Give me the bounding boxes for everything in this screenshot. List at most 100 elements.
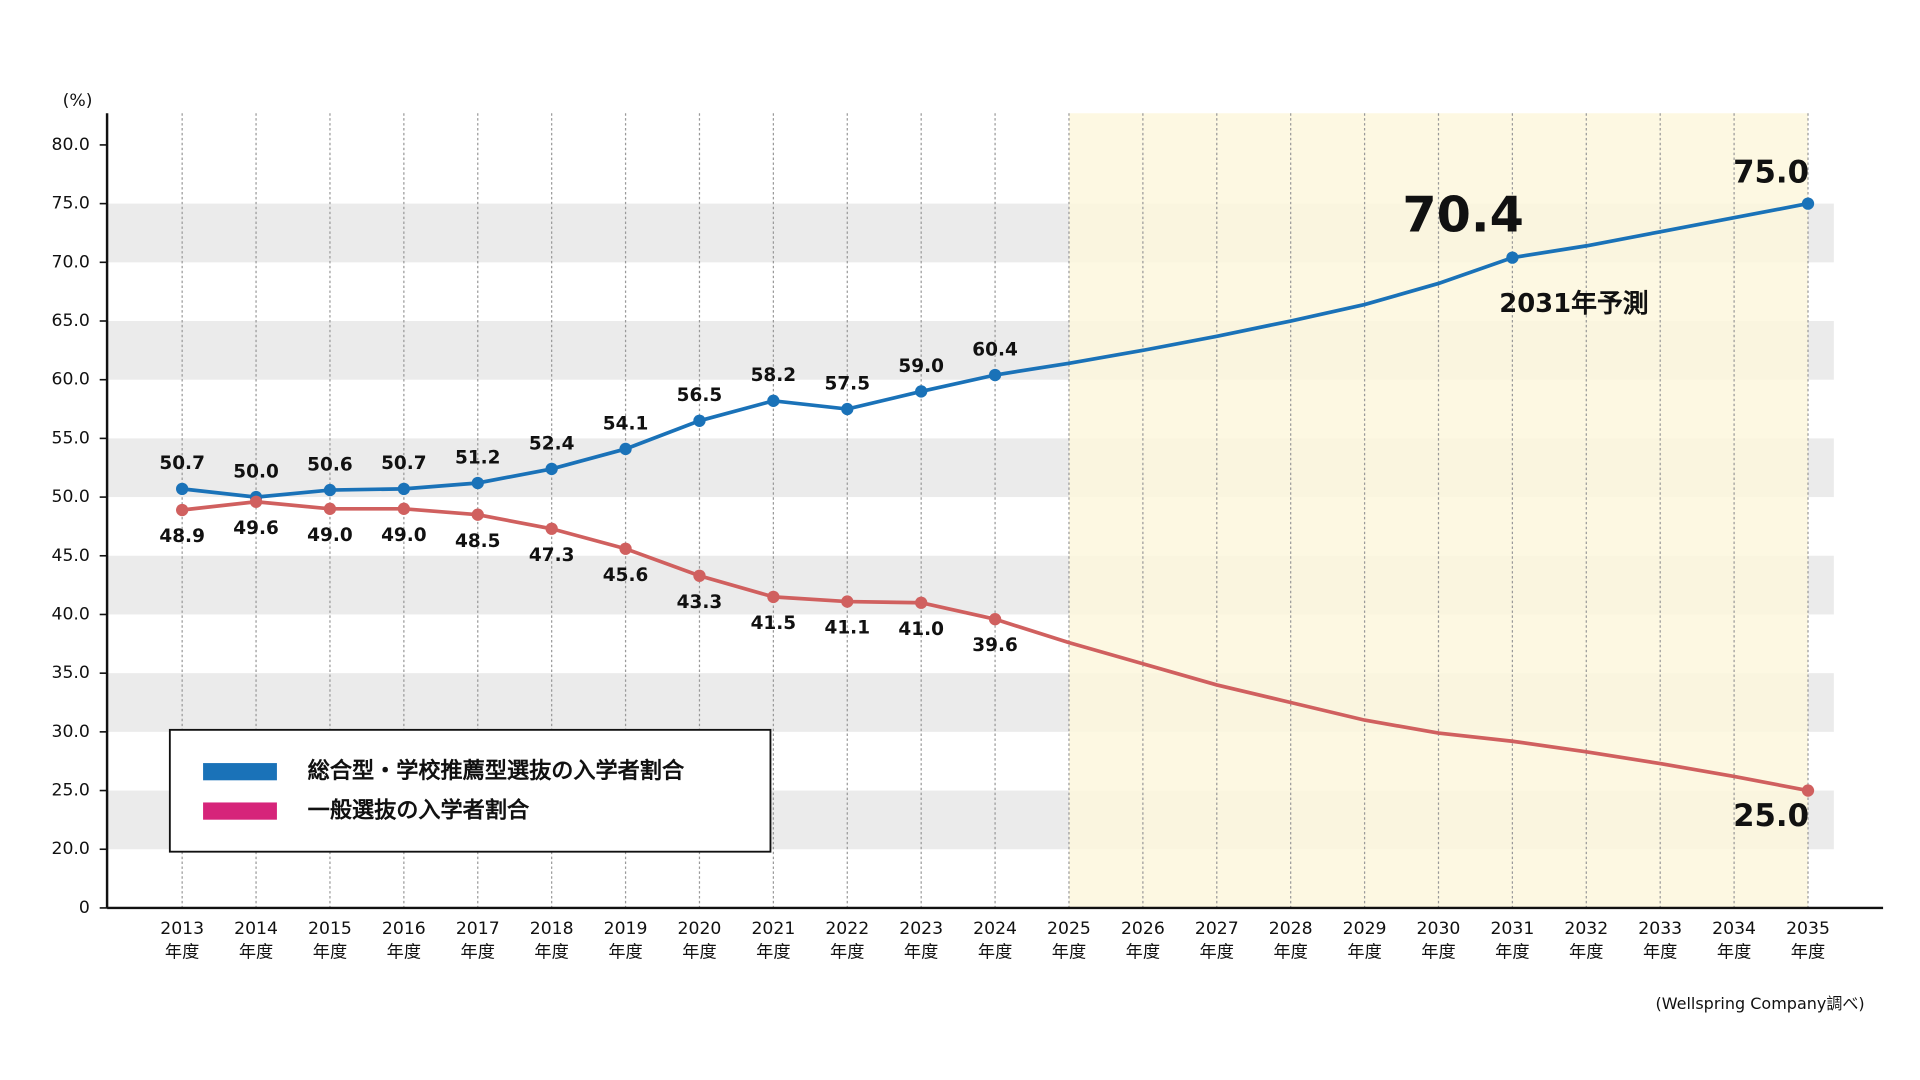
x-tick-label: 2033 年度: [1638, 919, 1682, 962]
data-point: [915, 385, 928, 398]
data-label: 75.0: [1733, 155, 1809, 191]
data-point: [471, 476, 484, 490]
data-label: 48.5: [455, 531, 501, 552]
data-point: [693, 414, 706, 427]
x-tick-label: 2024 年度: [973, 919, 1017, 962]
source-note: (Wellspring Company調べ): [1655, 994, 1864, 1013]
data-label: 51.2: [455, 447, 501, 468]
y-tick-label: 70.0: [52, 252, 90, 272]
data-point: [545, 462, 558, 476]
y-tick-label: 45.0: [52, 546, 90, 566]
data-label: 48.9: [159, 526, 205, 547]
x-tick-label: 2014 年度: [234, 919, 278, 962]
backgrounds: [107, 113, 1834, 908]
data-label: 56.5: [677, 385, 723, 406]
y-tick-label: 20.0: [52, 839, 90, 859]
data-label: 58.2: [751, 365, 797, 386]
data-point: [323, 483, 337, 497]
data-label: 49.0: [307, 525, 353, 546]
legend-swatch: [203, 763, 277, 781]
y-tick-label: 35.0: [52, 663, 90, 683]
data-point: [841, 402, 854, 416]
x-tick-label: 2025 年度: [1047, 919, 1091, 962]
x-tick-label: 2013 年度: [160, 919, 204, 962]
data-label: 50.7: [159, 453, 205, 474]
data-label: 41.1: [825, 618, 871, 639]
x-tick-label: 2017 年度: [456, 919, 500, 962]
data-point: [1801, 197, 1815, 210]
data-point: [988, 368, 1002, 382]
y-unit: (%): [63, 91, 93, 111]
data-label: 47.3: [529, 545, 575, 566]
x-tick-label: 2020 年度: [678, 919, 722, 962]
data-label: 54.1: [603, 413, 649, 434]
x-tick-label: 2030 年度: [1417, 919, 1461, 962]
data-point: [619, 442, 632, 456]
data-point: [693, 569, 706, 582]
legend-label: 総合型・学校推薦型選抜の入学者割合: [308, 758, 685, 784]
x-tick-label: 2035 年度: [1786, 919, 1830, 962]
data-label: 52.4: [529, 433, 575, 454]
x-tick-label: 2018 年度: [530, 919, 574, 962]
data-label: 50.0: [233, 461, 279, 482]
y-tick-label: 0: [79, 898, 90, 918]
data-point: [176, 482, 189, 496]
data-label: 45.6: [603, 565, 649, 586]
data-label: 43.3: [677, 592, 723, 613]
y-tick-label: 55.0: [52, 428, 90, 448]
data-point: [1801, 784, 1815, 797]
x-tick-label: 2031 年度: [1490, 919, 1534, 962]
y-tick-label: 50.0: [52, 487, 90, 507]
data-point: [323, 502, 337, 515]
x-tick-label: 2019 年度: [604, 919, 648, 962]
y-tick-label: 80.0: [52, 135, 90, 155]
data-point: [397, 502, 411, 515]
data-point: [249, 495, 263, 508]
x-tick-label: 2026 年度: [1121, 919, 1165, 962]
data-label: 60.4: [972, 339, 1018, 360]
data-label: 50.7: [381, 453, 427, 474]
data-label: 41.5: [751, 613, 797, 634]
annotation: 2031年予測: [1499, 288, 1648, 319]
x-tick-label: 2016 年度: [382, 919, 426, 962]
y-tick-label: 60.0: [52, 370, 90, 390]
data-label: 59.0: [898, 356, 944, 377]
data-point: [545, 522, 558, 535]
data-label: 49.0: [381, 525, 427, 546]
data-label: 41.0: [898, 619, 944, 640]
data-point: [397, 482, 411, 496]
data-label: 50.6: [307, 454, 353, 475]
data-point: [1506, 251, 1519, 264]
data-point: [767, 394, 780, 407]
y-tick-label: 75.0: [52, 194, 90, 214]
data-point: [841, 595, 854, 608]
data-label: 25.0: [1733, 798, 1809, 834]
y-tick-label: 65.0: [52, 311, 90, 331]
x-tick-label: 2027 年度: [1195, 919, 1239, 962]
data-point: [767, 590, 780, 604]
x-tick-label: 2022 年度: [825, 919, 869, 962]
forecast-region: [1068, 113, 1808, 908]
x-tick-label: 2034 年度: [1712, 919, 1756, 962]
y-tick-label: 40.0: [52, 604, 90, 624]
data-point: [988, 613, 1002, 626]
x-tick-label: 2023 年度: [899, 919, 943, 962]
x-tick-label: 2029 年度: [1343, 919, 1387, 962]
x-tick-label: 2015 年度: [308, 919, 352, 962]
legend-swatch: [203, 802, 277, 820]
data-label: 49.6: [233, 518, 279, 539]
data-point: [471, 508, 484, 521]
data-point: [915, 596, 928, 609]
y-tick-label: 25.0: [52, 781, 90, 801]
data-label: 70.4: [1402, 186, 1523, 244]
y-tick-label: 30.0: [52, 722, 90, 742]
x-tick-label: 2032 年度: [1564, 919, 1608, 962]
x-tick-label: 2028 年度: [1269, 919, 1313, 962]
data-point: [619, 542, 632, 555]
legend-box: [168, 728, 772, 853]
legend-label: 一般選抜の入学者割合: [308, 798, 530, 824]
data-point: [176, 503, 189, 517]
data-label: 57.5: [825, 373, 871, 394]
x-tick-label: 2021 年度: [751, 919, 795, 962]
